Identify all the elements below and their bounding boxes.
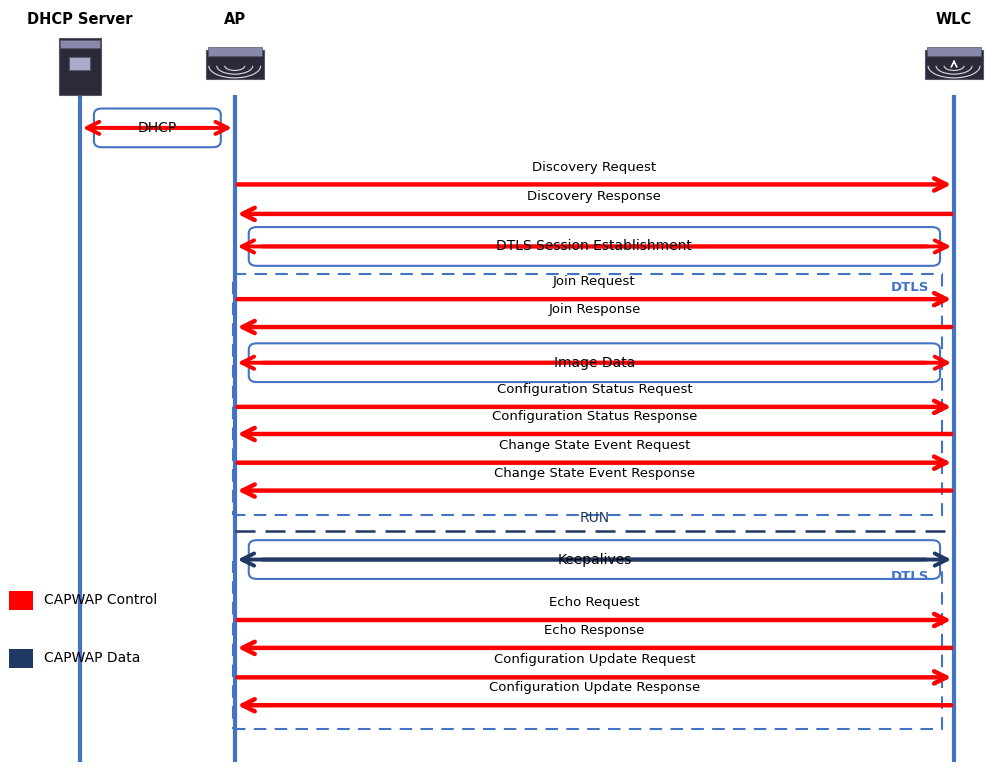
FancyBboxPatch shape [70,57,90,70]
Text: Change State Event Response: Change State Event Response [494,467,695,480]
Text: DHCP: DHCP [138,121,177,135]
Text: Change State Event Request: Change State Event Request [499,439,690,452]
FancyBboxPatch shape [206,50,264,79]
Text: Join Response: Join Response [548,303,640,316]
Text: Keepalives: Keepalives [557,553,631,567]
FancyBboxPatch shape [94,109,221,147]
Text: DTLS Session Establishment: DTLS Session Establishment [497,239,692,253]
Text: Discovery Request: Discovery Request [532,160,656,174]
Text: CAPWAP Control: CAPWAP Control [44,593,157,607]
Text: AP: AP [224,12,246,27]
FancyBboxPatch shape [927,46,981,57]
FancyBboxPatch shape [925,50,983,79]
Text: Echo Response: Echo Response [544,624,644,637]
Text: Join Request: Join Request [553,275,635,288]
Text: Image Data: Image Data [553,356,635,370]
FancyBboxPatch shape [249,227,940,266]
Text: DHCP Server: DHCP Server [27,12,133,27]
FancyBboxPatch shape [60,40,100,48]
FancyBboxPatch shape [9,649,33,668]
Text: DTLS: DTLS [891,281,929,294]
Text: Echo Request: Echo Request [549,596,639,609]
FancyBboxPatch shape [249,343,940,382]
FancyBboxPatch shape [208,46,262,57]
Text: DTLS: DTLS [891,570,929,583]
Text: Configuration Update Request: Configuration Update Request [494,653,695,666]
Text: WLC: WLC [936,12,972,27]
Text: Configuration Status Response: Configuration Status Response [492,410,697,423]
Text: Configuration Status Request: Configuration Status Request [497,383,692,396]
FancyBboxPatch shape [59,37,101,95]
Text: RUN: RUN [579,512,609,525]
FancyBboxPatch shape [249,540,940,579]
Text: Discovery Response: Discovery Response [527,190,661,203]
Text: Configuration Update Response: Configuration Update Response [489,681,700,694]
FancyBboxPatch shape [9,591,33,610]
Text: CAPWAP Data: CAPWAP Data [44,651,140,665]
